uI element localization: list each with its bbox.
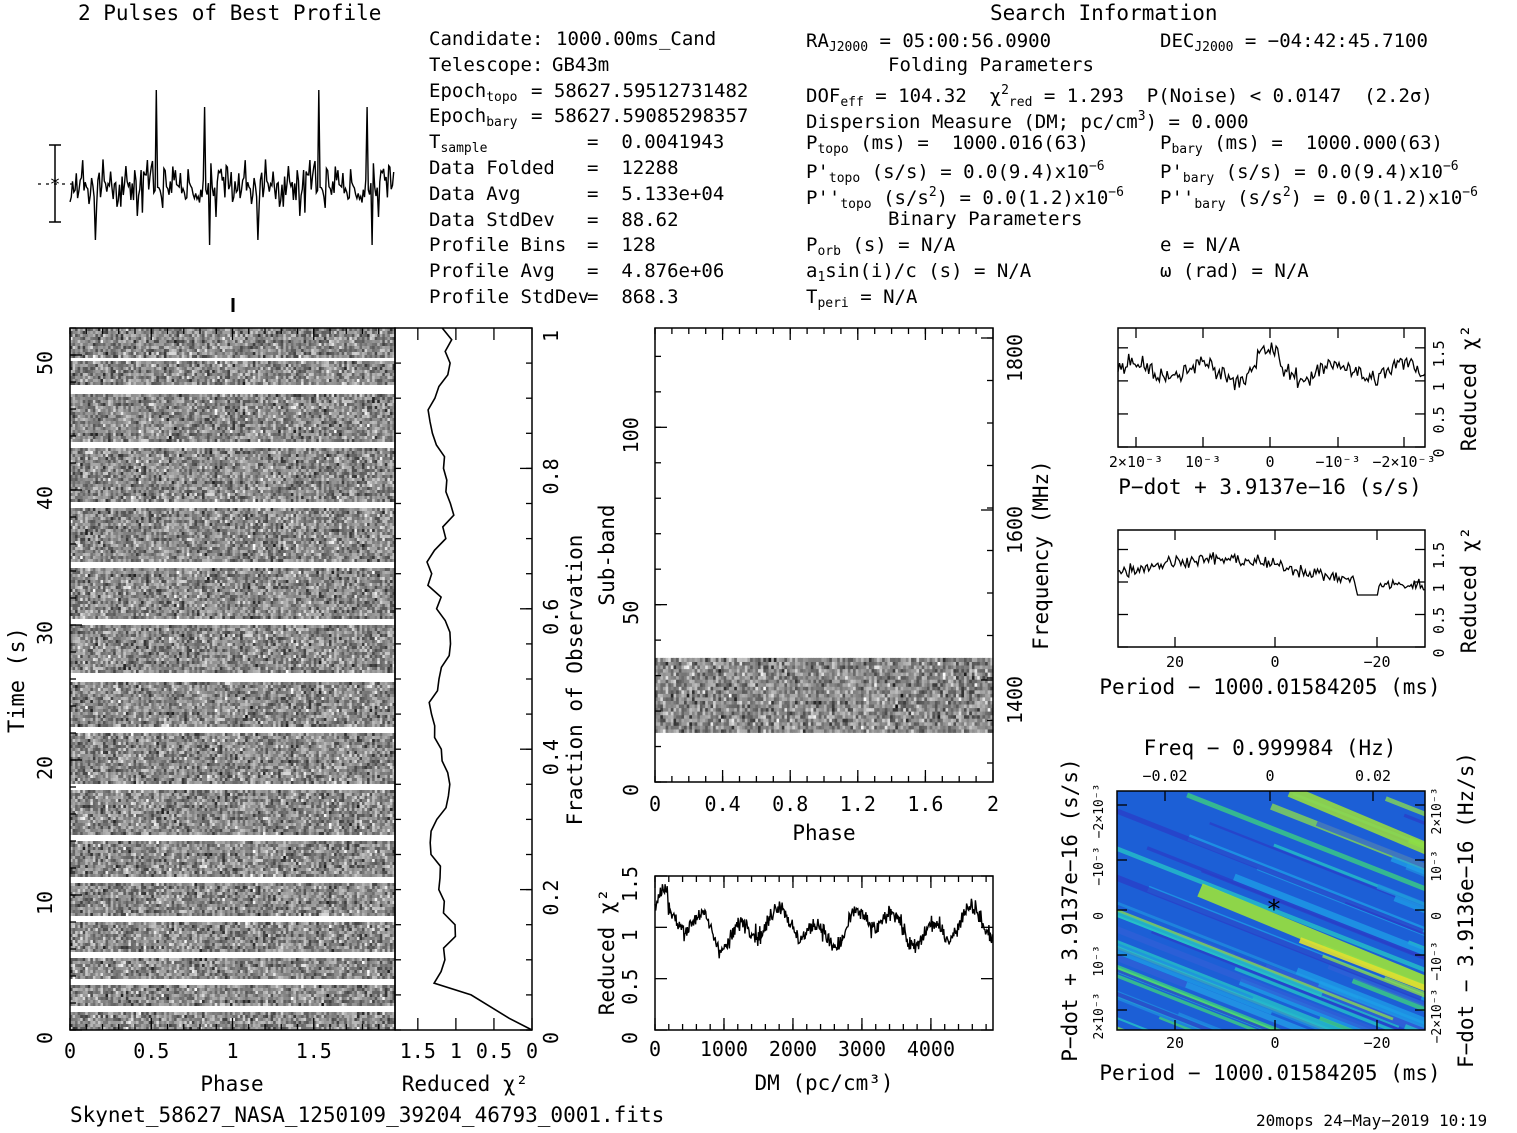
profile-trace [70, 90, 394, 245]
time-phase-image [70, 328, 396, 1030]
mean-marker: * [50, 174, 61, 195]
